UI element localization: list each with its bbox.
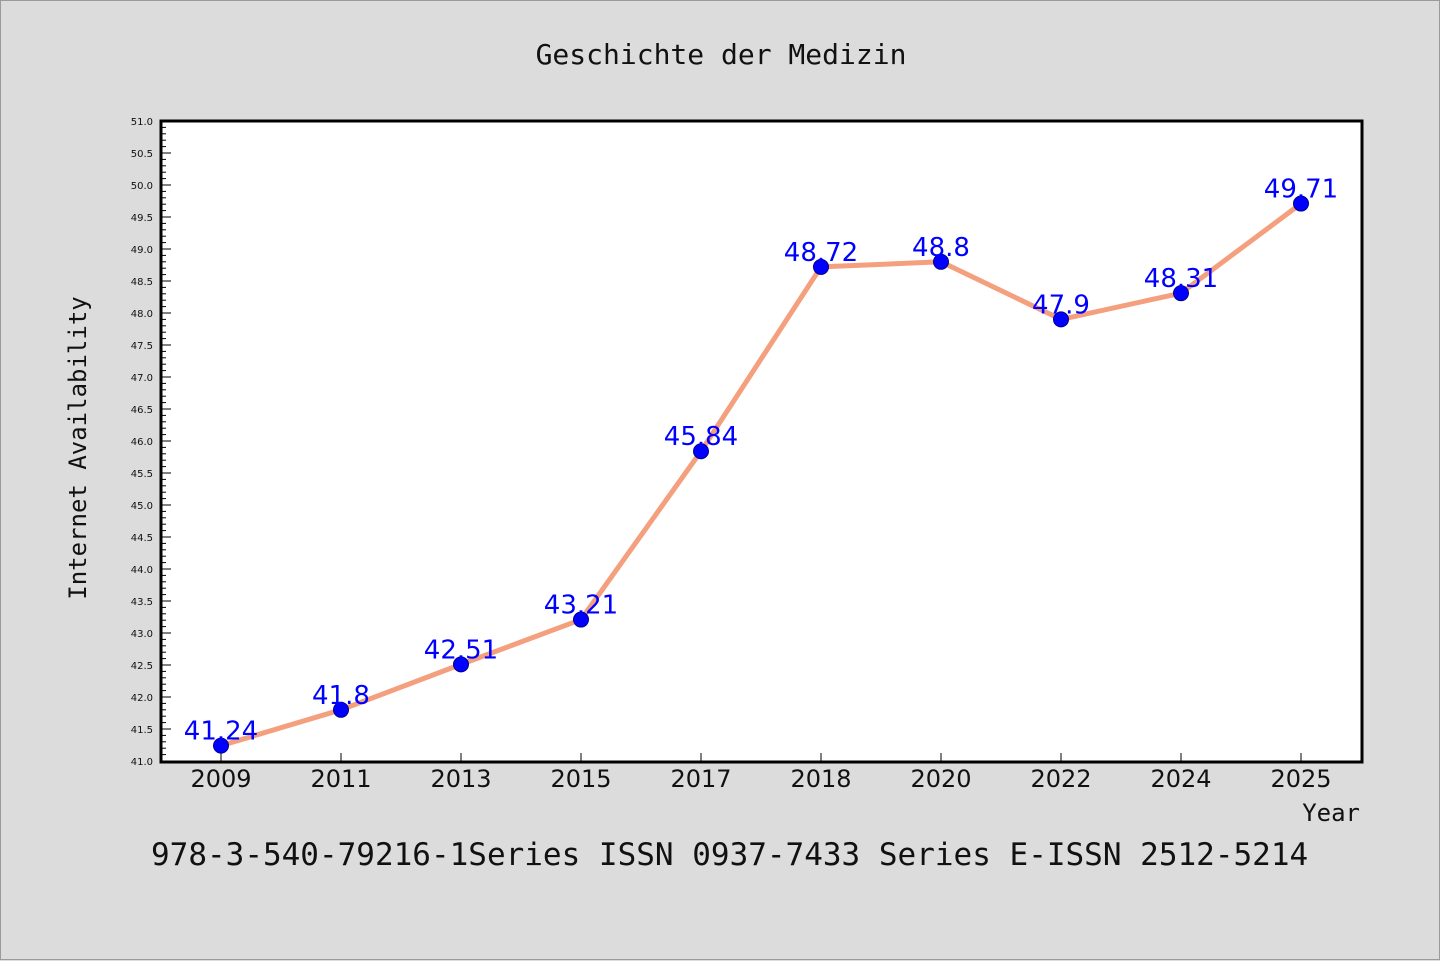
x-tick-label: 2011 (310, 765, 371, 793)
data-label: 42.51 (424, 635, 498, 665)
data-label: 41.24 (184, 717, 258, 747)
y-tick-label: 44.5 (131, 533, 153, 544)
x-axis-label: Year (1302, 799, 1360, 827)
y-tick-label: 45.5 (131, 469, 153, 480)
x-tick-label: 2020 (910, 765, 971, 793)
y-tick-label: 46.0 (131, 437, 153, 448)
y-tick-label: 47.0 (131, 373, 153, 384)
y-tick-label: 41.5 (131, 725, 153, 736)
series-line (220, 201, 1303, 749)
data-point (213, 737, 229, 754)
y-tick-label: 51.0 (131, 117, 153, 128)
y-tick-label: 48.0 (131, 309, 153, 320)
y-tick-label: 46.5 (131, 405, 153, 416)
data-point (933, 253, 949, 270)
y-tick-label: 42.5 (131, 661, 153, 672)
data-label: 47.9 (1032, 290, 1090, 320)
data-point (1053, 311, 1069, 328)
y-tick-label: 50.5 (131, 149, 153, 160)
x-axis-ticks: 2009 2011 2013 2015 2017 2018 2020 2022 2024 2025 (190, 753, 1332, 793)
x-tick-label: 2013 (430, 765, 491, 793)
data-point (693, 443, 709, 460)
data-label: 48.72 (784, 238, 858, 268)
x-tick-label: 2024 (1150, 765, 1211, 793)
footer-isbn-issn: 978-3-540-79216-1Series ISSN 0937-7433 S… (151, 837, 1308, 873)
y-axis-label: Internet Availability (64, 296, 92, 599)
y-tick-label: 43.0 (131, 629, 153, 640)
data-point (813, 258, 829, 275)
y-tick-label: 47.5 (131, 341, 153, 352)
series-layer (213, 195, 1309, 754)
y-tick-label: 41.0 (131, 757, 153, 768)
data-point (453, 656, 469, 673)
x-tick-label: 2018 (790, 765, 851, 793)
data-label: 49.71 (1264, 175, 1338, 205)
data-label: 43.21 (544, 591, 618, 621)
data-label: 41.8 (312, 681, 370, 711)
x-tick-label: 2009 (190, 765, 251, 793)
x-tick-label: 2022 (1030, 765, 1091, 793)
y-tick-label: 43.5 (131, 597, 153, 608)
y-axis-ticks: 41.0 41.5 42.0 42.5 43.0 43.5 44.0 44.5 45.0 45.5… (131, 117, 171, 768)
data-point (1293, 195, 1309, 212)
data-labels: 41.24 41.8 42.51 43.21 45.84 48.72 48.8 47.9 48.… (184, 175, 1338, 747)
y-tick-label: 49.0 (131, 245, 153, 256)
y-tick-label: 49.5 (131, 213, 153, 224)
y-tick-label: 42.0 (131, 693, 153, 704)
plot-area (159, 119, 1364, 764)
data-point (573, 611, 589, 628)
y-tick-label: 45.0 (131, 501, 153, 512)
x-tick-label: 2015 (550, 765, 611, 793)
x-tick-label: 2017 (670, 765, 731, 793)
y-tick-label: 48.5 (131, 277, 153, 288)
data-label: 48.31 (1144, 264, 1218, 294)
y-tick-label: 44.0 (131, 565, 153, 576)
data-point (333, 701, 349, 718)
chart-title: Geschichte der Medizin (536, 38, 907, 71)
y-tick-label: 50.0 (131, 181, 153, 192)
data-point (1173, 285, 1189, 302)
data-label: 45.84 (664, 422, 738, 452)
x-tick-label: 2025 (1270, 765, 1331, 793)
data-label: 48.8 (912, 233, 970, 263)
